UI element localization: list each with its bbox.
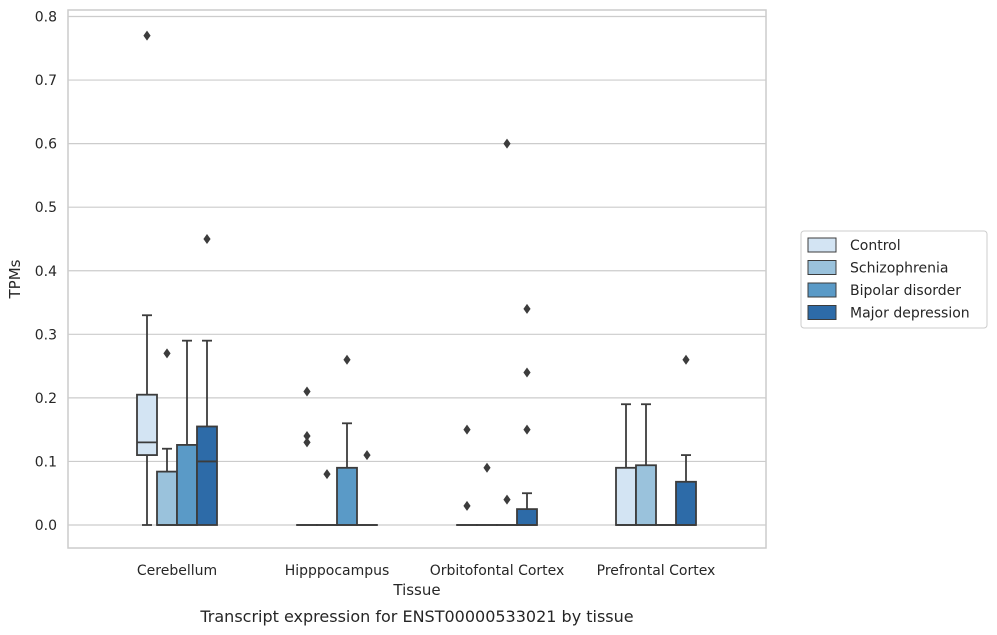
outlier-point [303,386,311,397]
outlier-point [303,431,311,442]
x-tick-label: Orbitofontal Cortex [430,563,565,579]
y-tick-label: 0.4 [35,264,57,280]
box-group [176,339,198,526]
box-group [136,30,158,526]
x-tick-label: Prefrontal Cortex [597,563,716,579]
box-group [516,303,538,526]
box-group [456,424,478,526]
box-group [675,354,697,526]
x-axis-title: Tissue [392,581,440,599]
box-group [316,469,338,526]
y-tick-label: 0.3 [35,327,57,343]
legend-label: Bipolar disorder [850,283,961,299]
outlier-point [463,500,471,511]
y-tick-label: 0.0 [35,518,57,534]
outlier-point [503,138,511,149]
x-tick-label: Cerebellum [137,563,217,579]
legend-swatch [807,282,837,298]
outlier-point [363,450,371,461]
legend-swatch [807,305,837,320]
y-tick-label: 0.7 [35,73,57,89]
box-group [356,450,378,526]
outlier-point [523,367,531,378]
box-group [615,403,637,526]
chart-caption: Transcript expression for ENST0000053302… [199,607,633,626]
box [516,508,538,526]
box [196,425,218,526]
y-axis-title: TPMs [6,259,24,299]
y-tick-label: 0.2 [35,391,57,407]
box-group [476,462,498,526]
outlier-point [503,494,511,505]
outlier-point [163,348,171,359]
legend-frame [800,230,988,329]
outlier-point [303,437,311,448]
plot-frame [67,9,767,549]
box [615,466,637,526]
outlier-point [343,354,351,365]
box-group [336,354,358,526]
legend-swatch [807,237,837,253]
x-tick-label: Hipppocampus [285,563,390,579]
box-group [196,233,218,526]
outlier-point [523,303,531,314]
outlier-point [463,424,471,435]
gridlines [68,15,766,526]
outlier-point [682,354,690,365]
box [336,466,358,526]
box [675,480,697,526]
box-group [496,138,518,526]
box-group [635,403,657,526]
box [635,464,657,526]
legend-swatch [807,260,837,275]
x-tick-labels: Cerebellum Hipppocampus Orbitofontal Corte… [137,563,715,579]
legend-label: Schizophrenia [850,261,948,277]
y-tick-label: 0.5 [35,200,57,216]
box-group [156,348,178,526]
legend-label: Major depression [850,306,970,322]
y-tick-label: 0.6 [35,137,57,153]
box [156,470,178,526]
outlier-point [143,30,151,41]
y-tick-labels: 0.0 0.1 0.2 0.3 0.4 0.5 0.6 0.7 0.8 [35,10,57,535]
outlier-point [523,424,531,435]
box [176,444,198,526]
y-tick-label: 0.8 [35,10,57,26]
y-tick-label: 0.1 [35,454,57,470]
outlier-point [483,462,491,473]
box [136,393,158,456]
box-series-layer [136,30,697,526]
outlier-point [323,469,331,480]
box-group [296,386,318,526]
legend-label: Control [850,238,901,254]
legend: Control Schizophrenia Bipolar disorder Majo… [800,230,988,329]
outlier-point [203,233,211,244]
